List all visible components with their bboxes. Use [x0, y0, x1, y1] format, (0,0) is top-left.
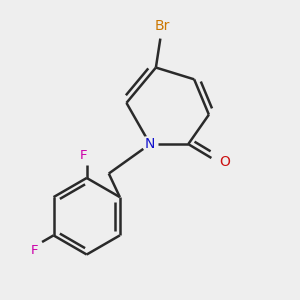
- Text: F: F: [80, 149, 87, 162]
- Text: N: N: [145, 137, 155, 151]
- Text: O: O: [220, 155, 230, 169]
- Text: Br: Br: [154, 19, 170, 33]
- Text: F: F: [31, 244, 38, 257]
